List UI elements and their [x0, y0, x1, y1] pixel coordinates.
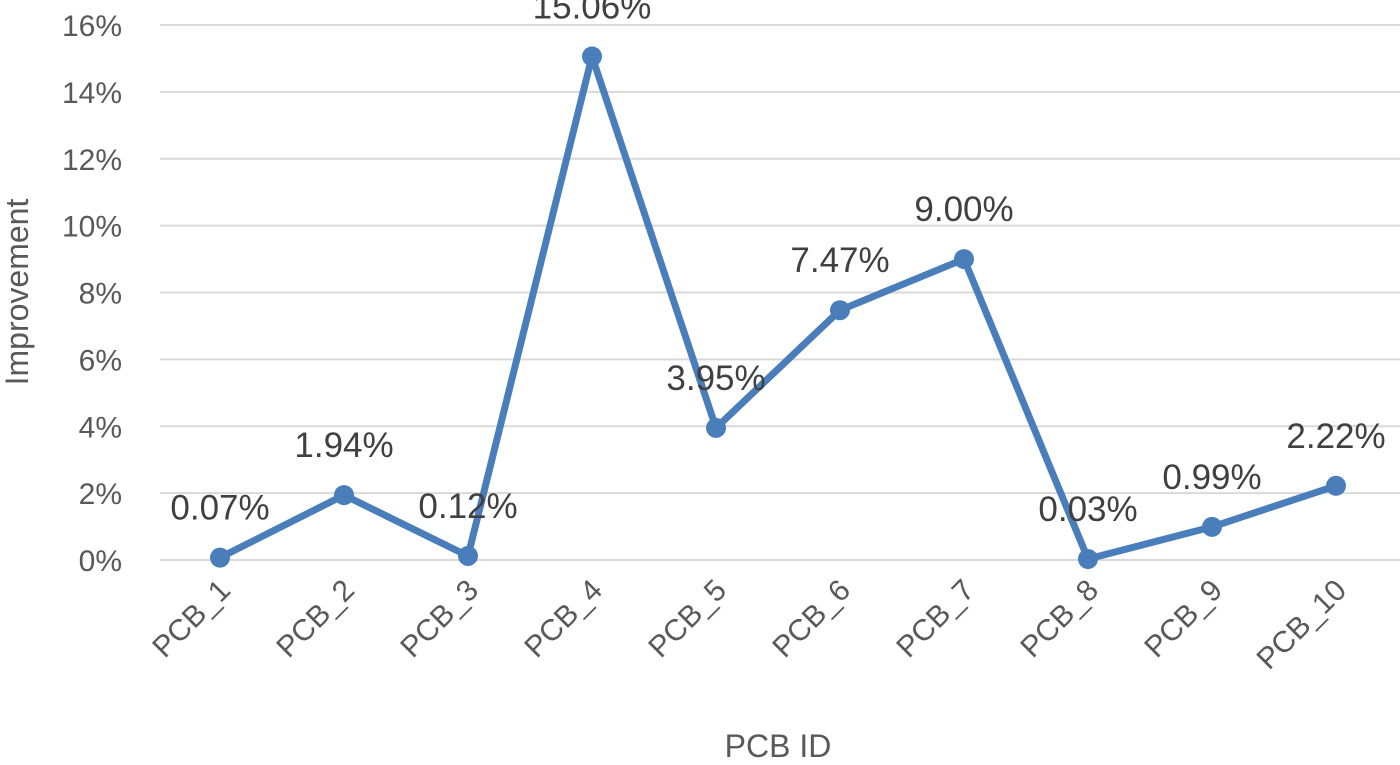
- data-point: [210, 547, 230, 568]
- x-tick-label: PCB_8: [1014, 574, 1105, 665]
- y-tick-label: 4%: [79, 411, 122, 444]
- x-tick-label: PCB_2: [270, 574, 361, 665]
- x-axis-label: PCB ID: [725, 728, 832, 764]
- data-point: [582, 46, 602, 67]
- data-point: [1078, 548, 1098, 569]
- data-point: [830, 300, 850, 321]
- data-label: 7.47%: [790, 241, 889, 280]
- y-tick-label: 16%: [62, 10, 122, 43]
- x-tick-label: PCB_10: [1251, 574, 1353, 676]
- y-axis-label: Improvement: [0, 199, 35, 386]
- data-label: 0.99%: [1162, 458, 1261, 497]
- data-point: [1202, 516, 1222, 537]
- y-tick-label: 2%: [79, 478, 122, 511]
- data-point: [1326, 475, 1346, 496]
- data-point: [334, 485, 354, 506]
- data-label: 15.06%: [533, 0, 652, 26]
- data-point: [954, 249, 974, 270]
- x-tick-label: PCB_9: [1138, 574, 1229, 665]
- x-tick-label: PCB_3: [394, 574, 485, 665]
- y-tick-label: 0%: [79, 545, 122, 578]
- series-line: [218, 52, 1338, 563]
- data-label: 0.03%: [1038, 490, 1137, 529]
- data-label: 2.22%: [1286, 417, 1385, 456]
- data-label: 3.95%: [666, 359, 765, 398]
- x-tick-label: PCB_1: [146, 574, 237, 665]
- x-tick-label: PCB_6: [766, 574, 857, 665]
- data-label: 0.12%: [418, 487, 517, 526]
- x-tick-label: PCB_4: [518, 574, 609, 665]
- y-tick-label: 14%: [62, 77, 122, 110]
- data-point: [458, 545, 478, 566]
- y-tick-label: 8%: [79, 278, 122, 311]
- data-label: 9.00%: [914, 190, 1013, 229]
- data-point: [706, 417, 726, 438]
- y-tick-label: 6%: [79, 344, 122, 377]
- x-tick-label: PCB_5: [642, 574, 733, 665]
- y-tick-label: 10%: [62, 211, 122, 244]
- x-tick-label: PCB_7: [890, 574, 981, 665]
- data-label: 1.94%: [294, 426, 393, 465]
- data-label: 0.07%: [170, 489, 269, 528]
- y-tick-label: 12%: [62, 144, 122, 177]
